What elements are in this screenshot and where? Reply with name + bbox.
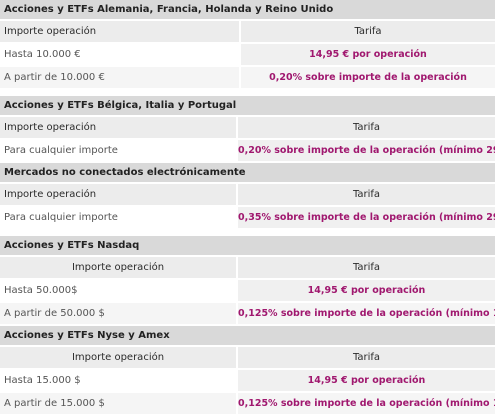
section-non-electronic-markets: Mercados no conectados electrónicamente …	[0, 163, 495, 230]
tarifa-cell: 0,125% sobre importe de la operación (mí…	[236, 303, 495, 324]
header-tarifa: Tarifa	[236, 117, 495, 138]
header-importe: Importe operación	[0, 184, 236, 205]
header-tarifa: Tarifa	[236, 257, 495, 278]
importe-cell: Para cualquier importe	[0, 140, 236, 161]
tarifa-cell: 0,35% sobre importe de la operación (mín…	[236, 207, 495, 228]
importe-cell: A partir de 50.000 $	[0, 303, 236, 324]
header-tarifa: Tarifa	[236, 184, 495, 205]
header-tarifa: Tarifa	[239, 21, 495, 42]
section-nyse-amex: Acciones y ETFs Nyse y Amex Importe oper…	[0, 326, 495, 416]
importe-cell: Hasta 50.000$	[0, 280, 236, 301]
tarifa-cell: 0,20% sobre importe de la operación	[239, 67, 495, 88]
header-importe: Importe operación	[0, 21, 239, 42]
header-importe: Importe operación	[0, 257, 236, 278]
section-title: Mercados no conectados electrónicamente	[0, 163, 495, 184]
table-row: Hasta 50.000$ 14,95 € por operación	[0, 280, 495, 303]
importe-cell: A partir de 15.000 $	[0, 393, 236, 414]
table-row: A partir de 10.000 € 0,20% sobre importe…	[0, 67, 495, 90]
table-row: Hasta 10.000 € 14,95 € por operación	[0, 44, 495, 67]
section-nasdaq: Acciones y ETFs Nasdaq Importe operación…	[0, 236, 495, 326]
tarifa-cell: 14,95 € por operación	[239, 44, 495, 65]
section-title: Acciones y ETFs Nyse y Amex	[0, 326, 495, 347]
table-header-row: Importe operación Tarifa	[0, 184, 495, 207]
tarifa-cell: 0,20% sobre importe de la operación (mín…	[236, 140, 495, 161]
header-tarifa: Tarifa	[236, 347, 495, 368]
importe-cell: Hasta 10.000 €	[0, 44, 239, 65]
header-importe: Importe operación	[0, 347, 236, 368]
table-header-row: Importe operación Tarifa	[0, 21, 495, 44]
section-belgium-italy-portugal: Acciones y ETFs Bélgica, Italia y Portug…	[0, 96, 495, 163]
table-header-row: Importe operación Tarifa	[0, 117, 495, 140]
section-title: Acciones y ETFs Bélgica, Italia y Portug…	[0, 96, 495, 117]
table-row: Hasta 15.000 $ 14,95 € por operación	[0, 370, 495, 393]
section-title: Acciones y ETFs Alemania, Francia, Holan…	[0, 0, 495, 21]
tarifa-cell: 14,95 € por operación	[236, 370, 495, 391]
table-row: Para cualquier importe 0,20% sobre impor…	[0, 140, 495, 163]
importe-cell: Hasta 15.000 $	[0, 370, 236, 391]
table-header-row: Importe operación Tarifa	[0, 257, 495, 280]
header-importe: Importe operación	[0, 117, 236, 138]
table-header-row: Importe operación Tarifa	[0, 347, 495, 370]
importe-cell: A partir de 10.000 €	[0, 67, 239, 88]
tarifa-cell: 0,125% sobre importe de la operación (mí…	[236, 393, 495, 414]
table-row: A partir de 50.000 $ 0,125% sobre import…	[0, 303, 495, 326]
importe-cell: Para cualquier importe	[0, 207, 236, 228]
section-germany-france-netherlands-uk: Acciones y ETFs Alemania, Francia, Holan…	[0, 0, 495, 90]
section-title: Acciones y ETFs Nasdaq	[0, 236, 495, 257]
table-row: Para cualquier importe 0,35% sobre impor…	[0, 207, 495, 230]
tarifa-cell: 14,95 € por operación	[236, 280, 495, 301]
section-gap	[0, 90, 495, 96]
section-gap	[0, 230, 495, 236]
table-row: A partir de 15.000 $ 0,125% sobre import…	[0, 393, 495, 416]
